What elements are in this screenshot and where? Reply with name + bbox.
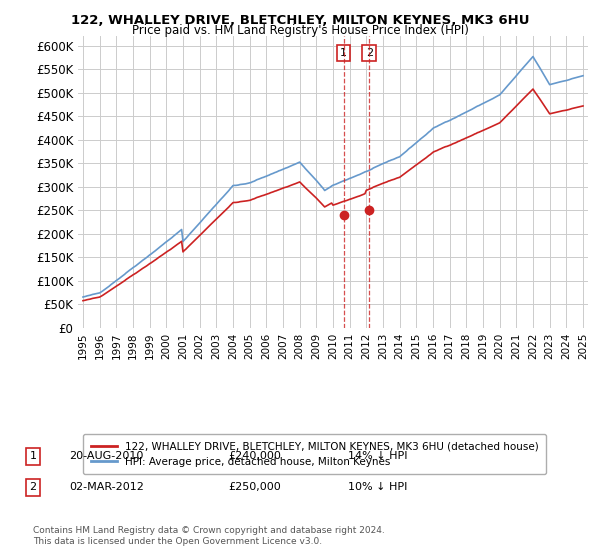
Text: 14% ↓ HPI: 14% ↓ HPI [348, 451, 407, 461]
Text: Contains HM Land Registry data © Crown copyright and database right 2024.
This d: Contains HM Land Registry data © Crown c… [33, 526, 385, 546]
Text: £250,000: £250,000 [228, 482, 281, 492]
Text: 1: 1 [29, 451, 37, 461]
Text: Price paid vs. HM Land Registry's House Price Index (HPI): Price paid vs. HM Land Registry's House … [131, 24, 469, 37]
Text: 2: 2 [365, 48, 373, 58]
Text: 20-AUG-2010: 20-AUG-2010 [69, 451, 143, 461]
Text: 122, WHALLEY DRIVE, BLETCHLEY, MILTON KEYNES, MK3 6HU: 122, WHALLEY DRIVE, BLETCHLEY, MILTON KE… [71, 14, 529, 27]
Text: 1: 1 [340, 48, 347, 58]
Legend: 122, WHALLEY DRIVE, BLETCHLEY, MILTON KEYNES, MK3 6HU (detached house), HPI: Ave: 122, WHALLEY DRIVE, BLETCHLEY, MILTON KE… [83, 434, 546, 474]
Text: £240,000: £240,000 [228, 451, 281, 461]
Text: 02-MAR-2012: 02-MAR-2012 [69, 482, 144, 492]
Text: 10% ↓ HPI: 10% ↓ HPI [348, 482, 407, 492]
Text: 2: 2 [29, 482, 37, 492]
